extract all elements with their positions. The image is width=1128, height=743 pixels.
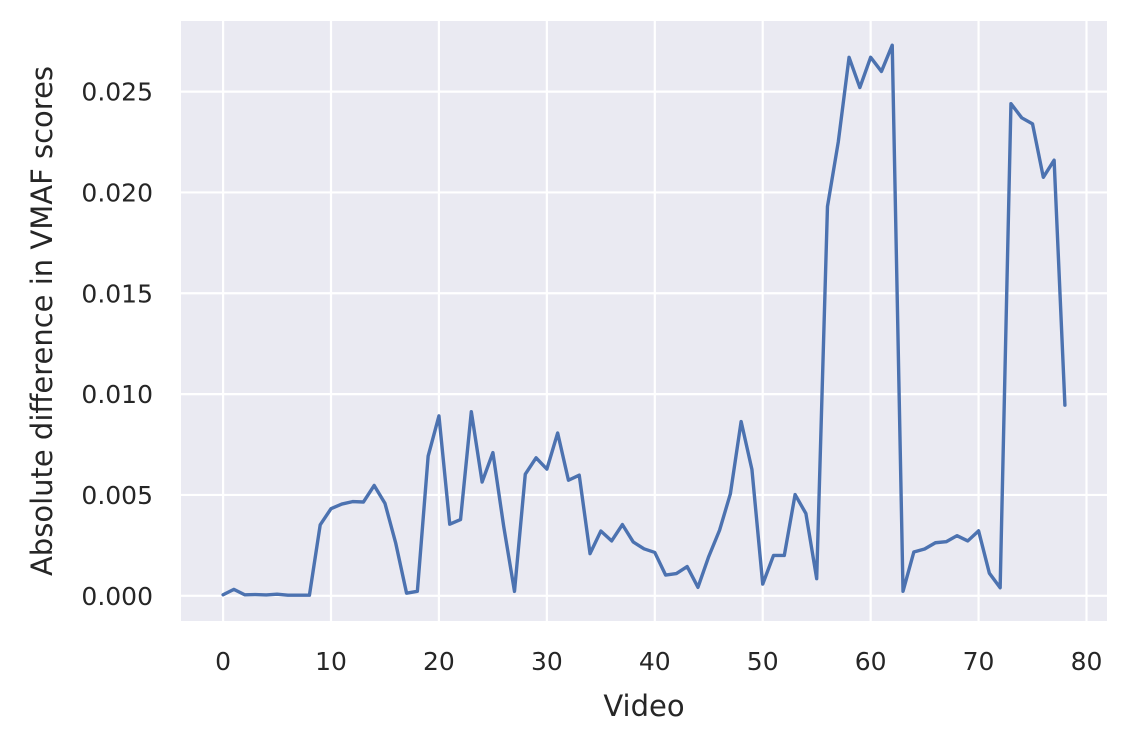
y-tick-label: 0.020 xyxy=(81,178,153,207)
series-layer xyxy=(221,43,1067,597)
y-tick-label: 0.025 xyxy=(81,78,153,107)
x-tick-label: 10 xyxy=(315,647,347,676)
x-tick-label: 0 xyxy=(215,647,231,676)
x-tick-label: 50 xyxy=(747,647,779,676)
series-line xyxy=(221,43,1067,597)
x-tick-label: 40 xyxy=(639,647,671,676)
y-axis-label: Absolute difference in VMAF scores xyxy=(25,66,59,576)
plot-area xyxy=(181,21,1107,621)
y-gridlines xyxy=(181,90,1107,597)
x-tick-label: 70 xyxy=(963,647,995,676)
y-tick-labels: 0.000 0.005 0.010 0.015 0.020 0.025 xyxy=(81,78,153,611)
x-tick-label: 80 xyxy=(1071,647,1103,676)
y-tick-label: 0.015 xyxy=(81,279,153,308)
x-axis-label: Video xyxy=(603,689,684,723)
y-tick-label: 0.000 xyxy=(81,582,153,611)
x-tick-label: 20 xyxy=(423,647,455,676)
x-tick-label: 60 xyxy=(855,647,887,676)
x-tick-label: 30 xyxy=(531,647,563,676)
x-gridlines xyxy=(221,21,1088,621)
y-tick-label: 0.005 xyxy=(81,481,153,510)
y-tick-label: 0.010 xyxy=(81,380,153,409)
x-tick-labels: 0 10 20 30 40 50 60 70 80 xyxy=(215,647,1102,676)
